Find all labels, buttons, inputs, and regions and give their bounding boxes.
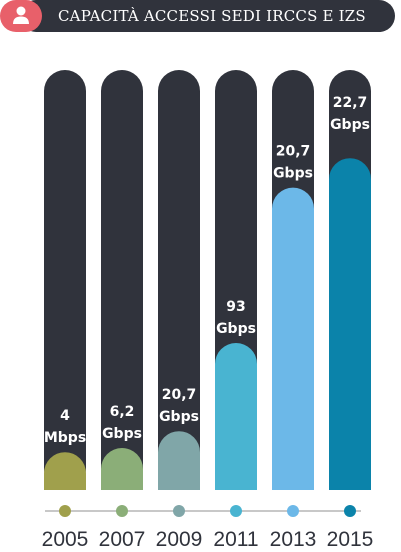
bar — [44, 452, 86, 490]
bar — [101, 448, 143, 490]
data-label: Gbps — [330, 117, 370, 133]
bar-track — [44, 70, 86, 490]
data-label: 6,2 — [110, 404, 135, 420]
x-tick-label: 2005 — [42, 528, 89, 551]
x-tick-label: 2007 — [99, 528, 146, 551]
chart-title: CAPACITÀ ACCESSI SEDI IRCCS E IZS — [58, 7, 366, 25]
data-label: 20,7 — [276, 144, 311, 160]
x-tick-label: 2015 — [327, 528, 374, 551]
user-icon — [0, 0, 42, 32]
data-label: 4 — [60, 408, 70, 424]
header-bar — [20, 0, 395, 32]
data-label: Gbps — [102, 426, 142, 442]
year-dot — [173, 505, 185, 517]
bar — [158, 431, 200, 490]
bar — [329, 158, 371, 490]
year-dot — [287, 505, 299, 517]
bar-track — [101, 70, 143, 490]
data-label: Mbps — [44, 430, 86, 446]
data-label: Gbps — [273, 166, 313, 182]
x-tick-label: 2013 — [270, 528, 317, 551]
x-tick-label: 2011 — [213, 528, 258, 551]
bar — [272, 187, 314, 490]
data-label: 22,7 — [333, 95, 368, 111]
year-dot — [59, 505, 71, 517]
data-label: Gbps — [216, 321, 256, 337]
data-label: 20,7 — [162, 387, 197, 403]
year-dot — [116, 505, 128, 517]
year-dot — [230, 505, 242, 517]
chart-header: CAPACITÀ ACCESSI SEDI IRCCS E IZS — [0, 0, 395, 32]
data-label: 93 — [226, 299, 245, 315]
user-icon-glyph — [13, 6, 29, 24]
data-label: Gbps — [159, 409, 199, 425]
x-tick-label: 2009 — [156, 528, 203, 551]
bar — [215, 343, 257, 490]
year-dot — [344, 505, 356, 517]
bar-track — [158, 70, 200, 490]
